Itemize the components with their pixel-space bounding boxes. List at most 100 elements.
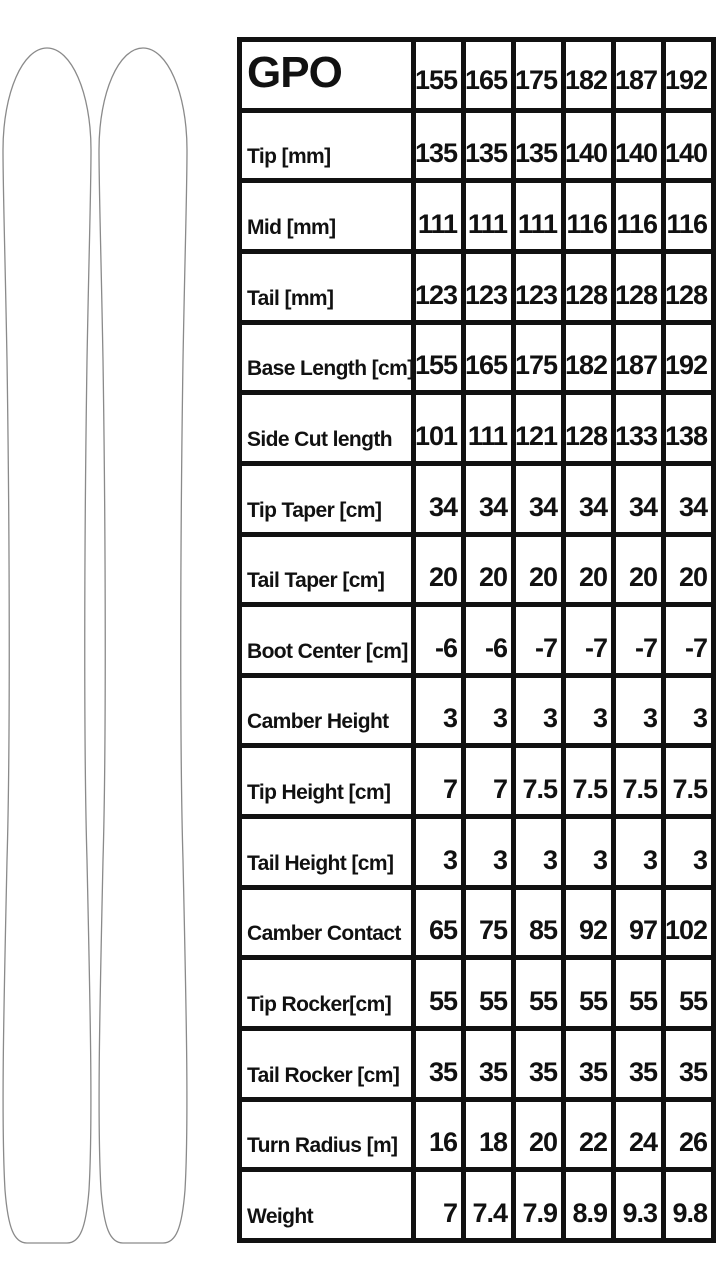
spec-value-cell: 121 xyxy=(516,395,561,461)
spec-value-cell: 35 xyxy=(616,1031,661,1097)
spec-value-cell: 128 xyxy=(666,253,711,320)
spec-value-cell: 3 xyxy=(516,677,561,744)
spec-value-cell: 20 xyxy=(416,536,461,603)
spec-value-cell: 34 xyxy=(666,465,711,532)
spec-value-cell: 65 xyxy=(416,889,461,956)
spec-value-cell: 35 xyxy=(666,1031,711,1097)
spec-value-cell: 116 xyxy=(566,183,611,249)
spec-value-cell: 102 xyxy=(666,889,711,956)
spec-value-cell: 7 xyxy=(416,748,461,815)
spec-value-cell: -7 xyxy=(566,607,611,673)
spec-value-cell: 97 xyxy=(616,889,661,956)
table-title: GPO xyxy=(242,42,411,108)
spec-value-cell: 75 xyxy=(466,889,511,956)
spec-value-cell: 128 xyxy=(566,253,611,320)
spec-value-cell: 155 xyxy=(416,324,461,391)
spec-value-cell: 35 xyxy=(466,1031,511,1097)
spec-value-cell: 3 xyxy=(566,677,611,744)
spec-value-cell: 140 xyxy=(666,112,711,179)
spec-value-cell: 35 xyxy=(416,1031,461,1097)
spec-value-cell: 7.9 xyxy=(516,1172,561,1238)
spec-value-cell: 55 xyxy=(416,960,461,1027)
spec-value-cell: 22 xyxy=(566,1101,611,1168)
spec-row-label: Mid [mm] xyxy=(242,183,411,249)
spec-value-cell: 138 xyxy=(666,395,711,461)
spec-value-cell: 3 xyxy=(666,819,711,885)
spec-value-cell: 34 xyxy=(616,465,661,532)
spec-value-cell: 3 xyxy=(516,819,561,885)
spec-value-cell: -6 xyxy=(416,607,461,673)
spec-value-cell: 20 xyxy=(666,536,711,603)
spec-value-cell: 7.4 xyxy=(466,1172,511,1238)
spec-value-cell: 34 xyxy=(466,465,511,532)
spec-value-cell: 3 xyxy=(666,677,711,744)
spec-value-cell: 135 xyxy=(416,112,461,179)
spec-row-label: Tail Height [cm] xyxy=(242,819,411,885)
spec-value-cell: 20 xyxy=(566,536,611,603)
spec-value-cell: 8.9 xyxy=(566,1172,611,1238)
spec-value-cell: 133 xyxy=(616,395,661,461)
spec-value-cell: 135 xyxy=(466,112,511,179)
spec-value-cell: 35 xyxy=(516,1031,561,1097)
spec-value-cell: 55 xyxy=(666,960,711,1027)
spec-value-cell: 55 xyxy=(566,960,611,1027)
spec-row-label: Weight xyxy=(242,1172,411,1238)
ski-outline-left xyxy=(2,47,92,1244)
spec-value-cell: 116 xyxy=(666,183,711,249)
spec-value-cell: 111 xyxy=(466,183,511,249)
spec-value-cell: 123 xyxy=(416,253,461,320)
spec-value-cell: 135 xyxy=(516,112,561,179)
spec-value-cell: 128 xyxy=(616,253,661,320)
spec-value-cell: 3 xyxy=(616,819,661,885)
spec-value-cell: 20 xyxy=(516,1101,561,1168)
spec-value-cell: 7.5 xyxy=(516,748,561,815)
spec-value-cell: 7.5 xyxy=(666,748,711,815)
spec-value-cell: 3 xyxy=(466,677,511,744)
spec-value-cell: 111 xyxy=(466,395,511,461)
spec-value-cell: 3 xyxy=(416,677,461,744)
size-header-cell: 192 xyxy=(666,42,711,108)
size-header-cell: 175 xyxy=(516,42,561,108)
spec-value-cell: 116 xyxy=(616,183,661,249)
spec-value-cell: 16 xyxy=(416,1101,461,1168)
spec-value-cell: 20 xyxy=(616,536,661,603)
spec-value-cell: 55 xyxy=(616,960,661,1027)
spec-value-cell: -7 xyxy=(666,607,711,673)
spec-row-label: Tip [mm] xyxy=(242,112,411,179)
spec-value-cell: 20 xyxy=(466,536,511,603)
spec-value-cell: 192 xyxy=(666,324,711,391)
spec-row-label: Turn Radius [m] xyxy=(242,1101,411,1168)
spec-row-label: Tail Taper [cm] xyxy=(242,536,411,603)
spec-value-cell: 34 xyxy=(416,465,461,532)
spec-row-label: Tip Rocker[cm] xyxy=(242,960,411,1027)
spec-row-label: Tip Taper [cm] xyxy=(242,465,411,532)
spec-row-label: Camber Height xyxy=(242,677,411,744)
spec-value-cell: 101 xyxy=(416,395,461,461)
spec-row-label: Camber Contact xyxy=(242,889,411,956)
spec-value-cell: 9.3 xyxy=(616,1172,661,1238)
spec-value-cell: -7 xyxy=(616,607,661,673)
spec-value-cell: 20 xyxy=(516,536,561,603)
spec-value-cell: 55 xyxy=(516,960,561,1027)
spec-value-cell: 3 xyxy=(416,819,461,885)
spec-table: GPO 155 165 175 182 187 192 Tip [mm] 135 135 135 14… xyxy=(237,37,716,1243)
spec-value-cell: 140 xyxy=(566,112,611,179)
spec-value-cell: 123 xyxy=(466,253,511,320)
spec-value-cell: 7.5 xyxy=(566,748,611,815)
size-header-cell: 165 xyxy=(466,42,511,108)
spec-row-label: Tail [mm] xyxy=(242,253,411,320)
spec-value-cell: 3 xyxy=(466,819,511,885)
spec-value-cell: 7 xyxy=(466,748,511,815)
spec-value-cell: 34 xyxy=(516,465,561,532)
spec-value-cell: 128 xyxy=(566,395,611,461)
spec-row-label: Base Length [cm] xyxy=(242,324,411,391)
spec-value-cell: 3 xyxy=(566,819,611,885)
spec-row-label: Tail Rocker [cm] xyxy=(242,1031,411,1097)
spec-value-cell: 24 xyxy=(616,1101,661,1168)
spec-value-cell: 7 xyxy=(416,1172,461,1238)
spec-value-cell: 3 xyxy=(616,677,661,744)
spec-value-cell: 92 xyxy=(566,889,611,956)
spec-value-cell: 7.5 xyxy=(616,748,661,815)
spec-row-label: Boot Center [cm] xyxy=(242,607,411,673)
size-header-cell: 155 xyxy=(416,42,461,108)
